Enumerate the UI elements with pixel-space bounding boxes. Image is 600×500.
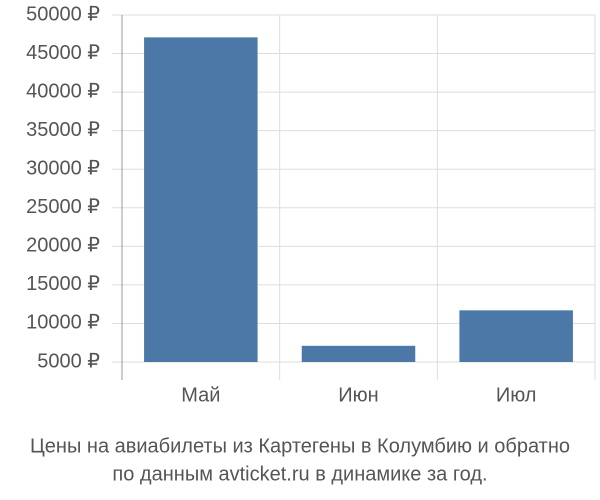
y-tick-label: 45000 ₽: [26, 42, 100, 64]
y-tick-label: 20000 ₽: [26, 235, 100, 257]
y-tick-label: 30000 ₽: [26, 158, 100, 180]
y-tick-label: 50000 ₽: [26, 3, 100, 25]
bar: [301, 345, 416, 362]
x-tick-label: Июн: [338, 384, 378, 406]
y-tick-label: 15000 ₽: [26, 273, 100, 295]
chart-title: Цены на авиабилеты из Картегены в Колумб…: [30, 435, 570, 457]
y-tick-label: 35000 ₽: [26, 119, 100, 141]
x-tick-label: Май: [181, 384, 220, 406]
bar: [144, 37, 258, 363]
bar: [459, 310, 573, 362]
y-tick-label: 10000 ₽: [26, 312, 100, 334]
y-tick-label: 40000 ₽: [26, 80, 100, 102]
y-tick-label: 5000 ₽: [37, 350, 100, 372]
y-tick-label: 25000 ₽: [26, 196, 100, 218]
chart-title: по данным avticket.ru в динамике за год.: [112, 463, 487, 485]
x-tick-label: Июл: [496, 384, 537, 406]
